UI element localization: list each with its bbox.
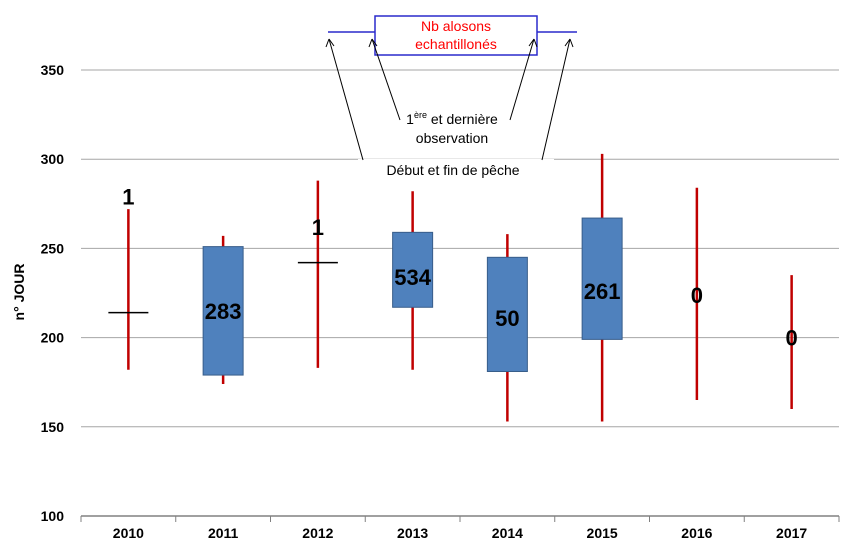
arrowhead-obs-right [528,38,538,48]
legend-title-line2: echantillonés [415,36,497,52]
legend-obs-label-bg [383,109,523,151]
arrow-season-right [541,38,571,161]
count-label: 1 [122,185,134,210]
plot-marks [108,153,793,422]
y-tick-label: 300 [41,151,65,167]
y-tick-label: 100 [41,508,65,524]
count-labels: 1 283 1 534 50 261 0 0 [122,185,798,351]
arrowhead-season-left [325,38,335,48]
y-tick-label: 200 [41,330,65,346]
legend-obs-sup: ère [414,110,427,120]
arrow-obs-left [371,38,401,121]
observation-box [486,256,528,372]
y-tick-label: 350 [41,62,65,78]
legend-obs-post: et dernière [427,111,498,127]
x-tick-label: 2013 [397,525,428,541]
legend-obs-label-line2: observation [416,130,488,146]
arrowhead-obs-left [368,38,378,48]
count-label: 50 [495,306,519,331]
observation-box [392,231,434,308]
x-tick-label: 2010 [113,525,144,541]
y-axis-label: n° JOUR [11,264,27,321]
observation-box [202,246,244,376]
count-label: 283 [205,299,242,324]
y-tick-label: 250 [41,240,65,256]
y-tick-label: 150 [41,419,65,435]
x-tick-label: 2016 [681,525,712,541]
x-tick-label: 2011 [208,525,239,541]
arrow-season-left [328,38,364,161]
observation-box [581,217,623,340]
legend: Nb alosons echantillonés 1ère et dernièr… [325,15,577,181]
legend-obs-label-line1: 1ère et dernière [406,110,498,127]
arrow-obs-right [509,38,535,121]
count-label: 534 [394,265,431,290]
legend-box [374,15,538,56]
x-tick-label: 2015 [587,525,618,541]
legend-season-label-bg [358,159,554,181]
count-label: 0 [786,326,798,351]
count-label: 261 [584,279,621,304]
legend-title-line1: Nb alosons [421,18,491,34]
count-label: 0 [691,283,703,308]
x-axis [80,515,840,522]
x-tick-label: 2014 [492,525,523,541]
x-tick-labels: 2010 2011 2012 2013 2014 2015 2016 2017 [113,525,808,541]
x-tick-label: 2017 [776,525,807,541]
x-tick-label: 2012 [302,525,333,541]
count-label: 1 [312,215,324,240]
arrowhead-season-right [564,38,574,48]
y-tick-labels: 100 150 200 250 300 350 [41,62,65,524]
legend-obs-pre: 1 [406,111,414,127]
legend-season-label: Début et fin de pêche [386,162,519,178]
